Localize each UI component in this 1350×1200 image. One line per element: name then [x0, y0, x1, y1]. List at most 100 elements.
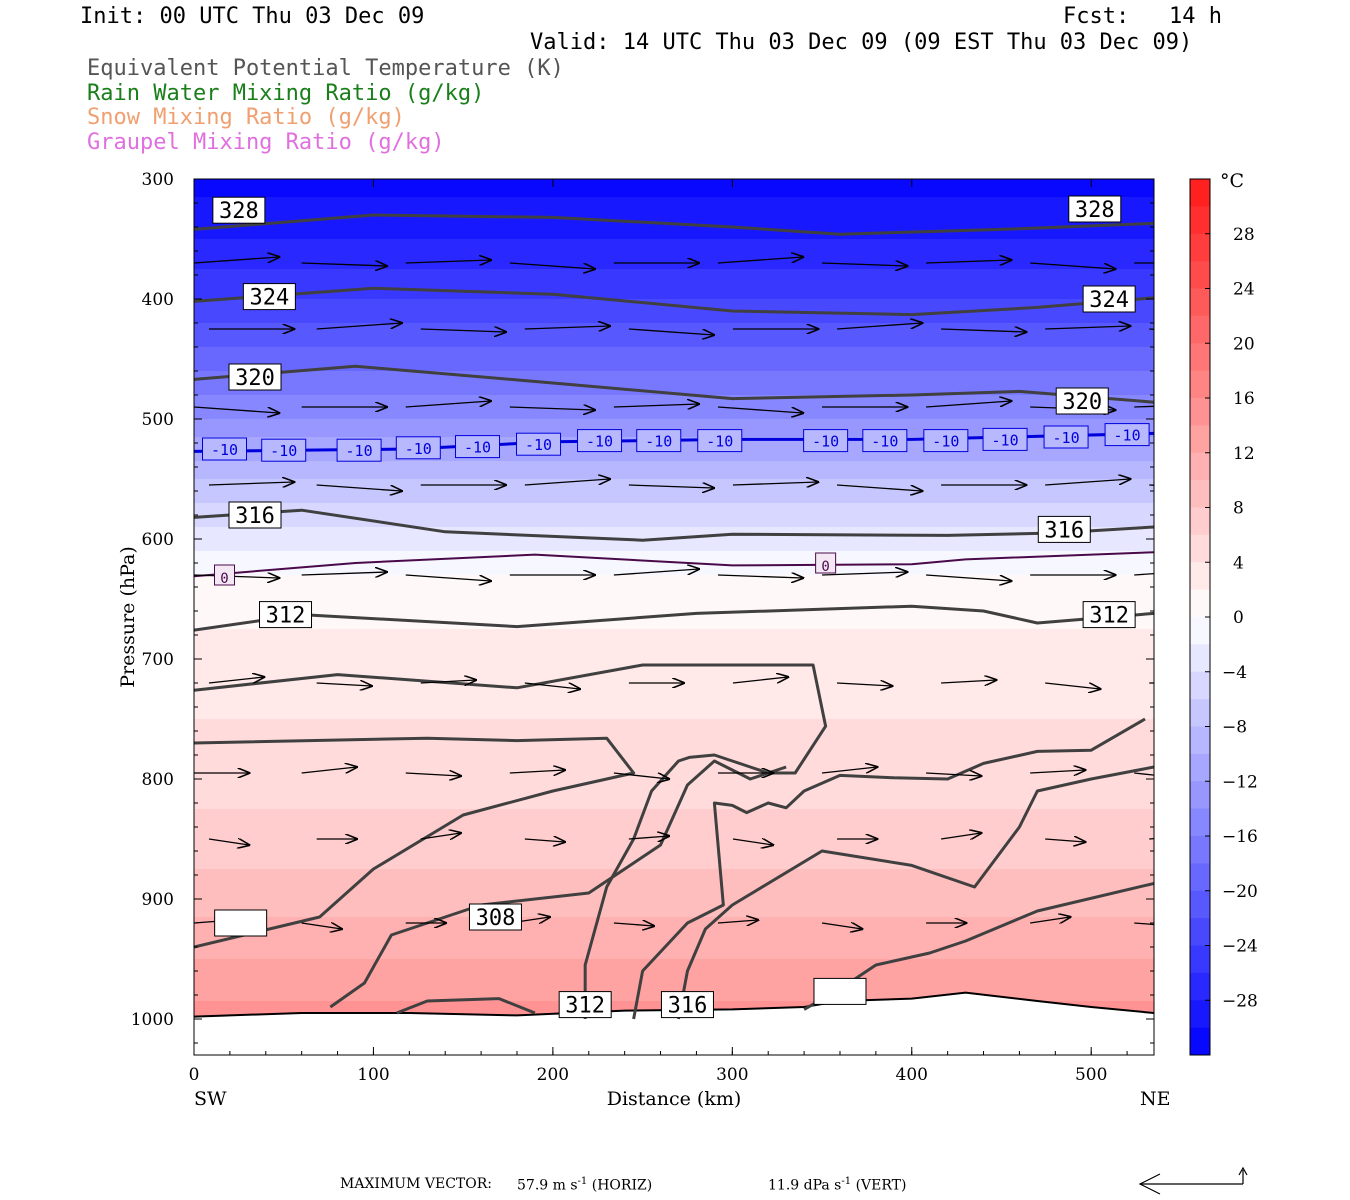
colorbar-bin	[1190, 206, 1210, 235]
shading-band	[194, 467, 1154, 474]
wind-vector	[509, 770, 565, 773]
wind-vector	[717, 257, 803, 264]
shading-band	[194, 533, 1154, 540]
shading-band	[194, 245, 1154, 252]
shading-band	[194, 353, 1154, 360]
colorbar-bin	[1190, 753, 1210, 782]
shading-band	[194, 779, 1154, 786]
shading-band	[194, 287, 1154, 294]
field-label-snow: Snow Mixing Ratio (g/kg)	[87, 105, 405, 130]
svg-text:320: 320	[235, 366, 275, 391]
wind-vector	[1134, 772, 1154, 776]
wind-vector	[301, 767, 357, 774]
colorbar-bin	[1190, 918, 1210, 946]
wind-vector	[926, 401, 1011, 408]
colorbar-bin	[1190, 836, 1210, 864]
shading-band	[194, 941, 1154, 948]
shading-band	[194, 539, 1154, 546]
contour-label: -10	[577, 429, 623, 453]
wind-vector	[836, 323, 922, 330]
colorbar-bin	[1190, 398, 1210, 426]
wind-vector	[613, 404, 699, 407]
valid-time-text: Valid: 14 UTC Thu 03 Dec 09 (09 EST Thu …	[530, 30, 1193, 55]
colorbar-bin	[1190, 671, 1210, 700]
shading-band	[194, 323, 1154, 330]
x-axis-title: Distance (km)	[607, 1088, 742, 1110]
contour-label: 328	[1068, 195, 1122, 223]
shading-band	[194, 821, 1154, 828]
max-vector-vert: 11.9 dPa s-1 (VERT)	[768, 1176, 906, 1194]
colorbar-bin	[1190, 507, 1210, 536]
shading-band	[194, 845, 1154, 852]
contour-line	[194, 213, 1154, 236]
shading-band	[194, 737, 1154, 744]
shading-band	[194, 293, 1154, 300]
max-vector-horiz: 57.9 m s-1 (HORIZ)	[517, 1176, 652, 1194]
y-tick-label: 700	[142, 650, 174, 670]
shading-band	[194, 593, 1154, 600]
shading-band	[194, 263, 1154, 270]
svg-text:-10: -10	[586, 433, 613, 451]
wind-vector	[732, 677, 788, 684]
x-tick-label: 100	[357, 1065, 389, 1085]
shading-band	[194, 239, 1154, 246]
colorbar-label: 20	[1233, 334, 1255, 354]
shading-band	[194, 917, 1154, 924]
contour-label: -10	[336, 438, 382, 462]
svg-text:-10: -10	[812, 433, 839, 451]
contour-label: 316	[1037, 515, 1091, 543]
shading-band	[194, 707, 1154, 714]
y-tick-label: 300	[142, 170, 174, 190]
shading-band	[194, 269, 1154, 276]
shading-band	[194, 209, 1154, 216]
contour-label: 0	[214, 564, 236, 587]
colorbar-bin	[1190, 562, 1210, 591]
shading-band	[194, 347, 1154, 354]
shading-band	[194, 383, 1154, 390]
shading-band	[194, 755, 1154, 762]
colorbar-bin	[1190, 343, 1210, 372]
shading-band	[194, 479, 1154, 486]
colorbar-bin	[1190, 945, 1210, 974]
wind-vector	[208, 482, 294, 485]
colorbar-label: −8	[1222, 718, 1247, 738]
colorbar-bin	[1190, 589, 1210, 618]
shading-band	[194, 215, 1154, 222]
y-tick-label: 400	[142, 290, 174, 310]
shading-band	[194, 365, 1154, 372]
colorbar-unit: °C	[1220, 170, 1244, 192]
wind-vector	[837, 683, 892, 686]
shading-band	[194, 785, 1154, 792]
wind-vector	[405, 773, 461, 776]
shading-band	[194, 233, 1154, 240]
y-tick-label: 900	[142, 890, 174, 910]
shading-band	[194, 185, 1154, 192]
shading-band	[194, 503, 1154, 510]
shading-band	[194, 701, 1154, 708]
shading-band	[194, 875, 1154, 882]
contour-label: -10	[697, 429, 743, 453]
contour-line	[194, 286, 1154, 317]
shading-band	[194, 425, 1154, 432]
wind-vector	[822, 572, 907, 575]
axes: 0 100 200 300 400 500 300 400 500 600 700 800 900 100…	[131, 170, 1154, 1085]
colorbar-label: 24	[1233, 280, 1255, 300]
contour-label	[813, 977, 867, 1005]
field-label-rain: Rain Water Mixing Ratio (g/kg)	[87, 81, 485, 106]
wind-vector	[420, 833, 461, 839]
x-tick-label: 0	[189, 1065, 200, 1085]
colorbar-label: −4	[1222, 663, 1247, 683]
shading-band	[194, 359, 1154, 366]
shading-band	[194, 803, 1154, 810]
shading-band	[194, 959, 1154, 966]
svg-text:-10: -10	[211, 441, 238, 459]
shading-band	[194, 827, 1154, 834]
svg-text:328: 328	[219, 199, 259, 224]
shading-band	[194, 521, 1154, 528]
wind-vector	[836, 484, 922, 491]
vert-value: 11.9 dPa s	[768, 1177, 842, 1194]
wind-vector	[405, 574, 491, 581]
svg-text:-10: -10	[405, 440, 432, 458]
shading-band	[194, 899, 1154, 906]
contour-label: 316	[228, 501, 282, 529]
